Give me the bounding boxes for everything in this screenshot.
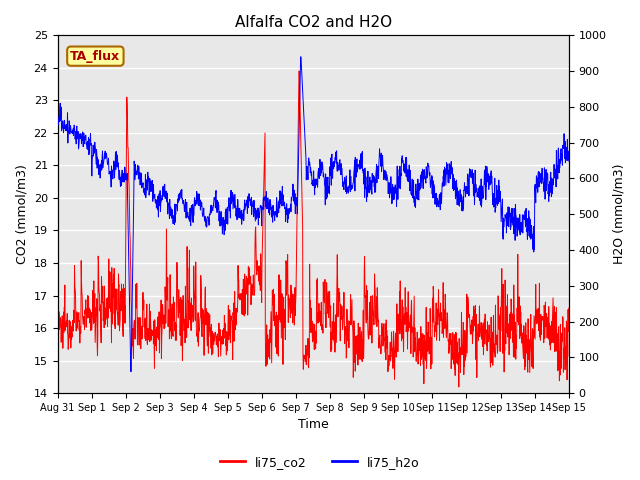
Y-axis label: H2O (mmol/m3): H2O (mmol/m3) bbox=[612, 164, 625, 264]
Y-axis label: CO2 (mmol/m3): CO2 (mmol/m3) bbox=[15, 164, 28, 264]
X-axis label: Time: Time bbox=[298, 419, 328, 432]
Title: Alfalfa CO2 and H2O: Alfalfa CO2 and H2O bbox=[235, 15, 392, 30]
Text: TA_flux: TA_flux bbox=[70, 49, 120, 63]
Legend: li75_co2, li75_h2o: li75_co2, li75_h2o bbox=[215, 451, 425, 474]
